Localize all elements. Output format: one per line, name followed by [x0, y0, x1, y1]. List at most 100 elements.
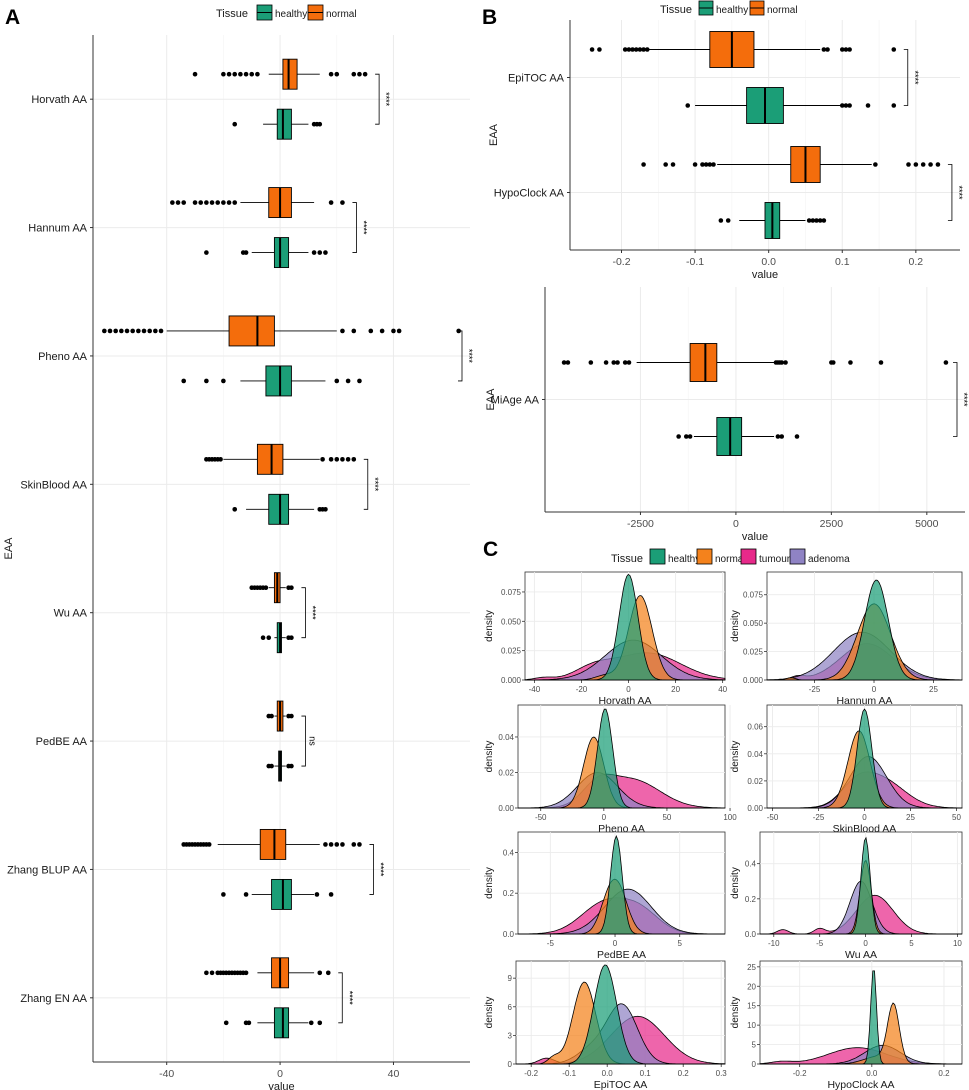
c-hannum-aa-tick-label-y: 0.000	[743, 676, 764, 685]
a-pheno-aa-normal-outlier	[379, 328, 385, 334]
b-top-epitoc-aa-normal-outlier	[597, 47, 602, 52]
legend-c-adenoma-label: adenoma	[808, 554, 850, 565]
a-pheno-aa-normal-outlier	[391, 328, 396, 334]
a-zhang-blup-aa-sig-bracket	[369, 844, 374, 895]
a-pheno-aa-normal-outlier	[147, 328, 152, 334]
panel-label-a: A	[5, 6, 20, 29]
b-top-hypoclock-aa-healthy-outlier	[814, 218, 819, 223]
c-hypoclock-aa-tick-label-y: 5	[752, 1041, 757, 1050]
a-skinblood-aa-healthy-outlier	[232, 507, 238, 512]
b-bottom-miage-aa-normal-outlier	[878, 360, 884, 365]
a-wu-aa-healthy-outlier	[260, 635, 266, 640]
a-zhang-blup-aa-healthy-outlier	[243, 892, 249, 897]
c-hannum-aa-tick-label-x: 25	[929, 685, 938, 694]
b-top-tick-label-x: 0.1	[835, 256, 850, 268]
b-top-epitoc-aa-normal-outlier	[641, 47, 646, 52]
c-epitoc-aa-tick-label-y: 6	[508, 1003, 513, 1012]
a-zhang-blup-aa-sig-label: ****	[375, 862, 385, 877]
legend-b-healthy-label: healthy	[716, 5, 748, 16]
a-hannum-aa-healthy-outlier	[323, 250, 328, 255]
a-horvath-aa-normal-box	[282, 58, 298, 90]
a-wu-aa-normal-outlier	[263, 585, 269, 590]
b-top-hypoclock-aa-healthy-outlier	[810, 218, 816, 223]
a-zhang-blup-aa-normal-outlier	[357, 842, 362, 847]
a-horvath-aa-healthy-outlier	[317, 121, 323, 127]
c-epitoc-aa-tick-label-x: 0.2	[678, 1069, 690, 1078]
b-top-epitoc-aa-normal-outlier	[637, 47, 643, 52]
a-horvath-aa-normal-outlier	[192, 71, 198, 77]
c-skinblood-aa-tick-label-x: -25	[813, 813, 825, 822]
a-zhang-en-aa-healthy-box	[273, 1007, 290, 1039]
b-bottom-miage-aa-sig-bracket	[953, 362, 958, 437]
c-pheno-aa-tick-label-y: 0.04	[498, 733, 514, 742]
b-top-tick-label-x: 0.2	[909, 256, 924, 268]
b-top-hypoclock-aa-sig-label: ****	[954, 185, 964, 200]
c-epitoc-aa-tick-label-y: 0	[508, 1060, 513, 1069]
c-wu-aa-tick-label-y: 0.2	[745, 895, 757, 904]
b-top-hypoclock-aa-normal-outlier	[935, 162, 941, 167]
a-zhang-en-aa-healthy-outlier	[246, 1020, 252, 1026]
a-skinblood-aa-normal-outlier	[340, 457, 345, 462]
c-horvath-aa-tick-label-y: 0.050	[501, 617, 522, 626]
a-pheno-aa-normal-outlier	[107, 328, 113, 334]
legend-c-tumour-label: tumour	[759, 554, 791, 565]
c-horvath-aa-tick-label-x: -20	[576, 685, 588, 694]
a-pheno-aa-normal-box	[228, 315, 275, 347]
b-top-category-label: EpiTOC AA	[508, 73, 565, 85]
c-wu-aa-ylabel: density	[730, 867, 741, 899]
a-horvath-aa-healthy-box	[276, 108, 292, 140]
a-horvath-aa-sig-bracket	[375, 73, 380, 125]
legend-b-title: Tissue	[660, 4, 692, 16]
a-zhang-blup-aa-healthy-outlier	[221, 892, 226, 897]
a-pheno-aa-healthy-outlier	[357, 378, 362, 384]
b-bottom-miage-aa-healthy-outlier	[676, 434, 681, 439]
c-epitoc-aa-tick-label-x: -0.1	[562, 1069, 576, 1078]
a-horvath-aa-normal-outlier	[362, 71, 368, 77]
b-bottom-miage-aa-normal-outlier	[565, 360, 571, 365]
a-pheno-aa-healthy-box	[265, 365, 292, 397]
b-bottom-tick-label-x: 2500	[820, 518, 844, 530]
b-top-epitoc-aa-healthy-outlier	[865, 103, 871, 108]
b-bottom-miage-aa-normal-outlier	[615, 360, 620, 365]
c-epitoc-aa-density-healthy	[516, 964, 725, 1065]
b-top-hypoclock-aa-normal-outlier	[913, 162, 919, 167]
b-top-hypoclock-aa-normal-outlier	[711, 162, 716, 167]
b-top-epitoc-aa-healthy-outlier	[839, 103, 845, 108]
legend-c-normal-swatch	[696, 548, 713, 565]
panel-label-c: C	[483, 538, 498, 561]
b-top-epitoc-aa-normal-outlier	[622, 47, 628, 52]
c-skinblood-aa-tick-label-y: 0.02	[747, 777, 763, 786]
a-pheno-aa-normal-outlier	[141, 328, 147, 334]
a-zhang-blup-aa-normal-outlier	[323, 842, 328, 847]
a-zhang-en-aa-healthy-outlier	[223, 1020, 229, 1026]
b-top-hypoclock-aa-healthy-outlier	[821, 218, 827, 223]
b-bottom-tick-label-x: -2500	[627, 518, 654, 530]
c-hannum-aa-tick-label-y: 0.075	[743, 591, 764, 600]
panel-a: -40 0 40 Horvath AA **** Hannum AA **** Pheno A…	[3, 35, 474, 1090]
c-wu-aa-tick-label-x: 5	[909, 939, 914, 948]
c-epitoc-aa-tick-label-x: 0.0	[602, 1069, 614, 1078]
a-category-label: Horvath AA	[31, 94, 87, 106]
b-top-hypoclock-aa-normal-outlier	[707, 162, 713, 167]
a-hannum-aa-normal-outlier	[215, 200, 221, 205]
c-pedbe-aa-tick-label-y: 0.2	[503, 889, 515, 898]
a-hannum-aa-healthy-outlier	[243, 250, 249, 255]
a-hannum-aa-normal-outlier	[328, 200, 334, 205]
b-top-hypoclock-aa-healthy-outlier	[817, 218, 823, 223]
b-top-epitoc-aa-normal-outlier	[821, 47, 827, 52]
c-hypoclock-aa-tick-label-y: 25	[747, 963, 756, 972]
legend-c-title: Tissue	[611, 553, 643, 565]
a-hannum-aa-healthy-outlier	[311, 250, 317, 255]
legend-c-tumour-swatch	[740, 548, 757, 565]
c-horvath-aa-tick-label-x: 20	[671, 685, 680, 694]
a-hannum-aa-normal-outlier	[192, 200, 198, 205]
a-pheno-aa-healthy-outlier	[204, 378, 209, 384]
c-pheno-aa-tick-label-x: -50	[535, 813, 547, 822]
b-top-xlabel: value	[752, 269, 778, 281]
b-bottom-miage-aa-normal-outlier	[622, 360, 628, 365]
c-pedbe-aa-tick-label-x: 0	[613, 939, 618, 948]
a-hannum-aa-normal-outlier	[226, 200, 232, 205]
a-pedbe-aa-normal-outlier	[269, 713, 274, 719]
a-pheno-aa-normal-outlier	[136, 328, 141, 334]
a-zhang-blup-aa-normal-outlier	[328, 842, 334, 847]
